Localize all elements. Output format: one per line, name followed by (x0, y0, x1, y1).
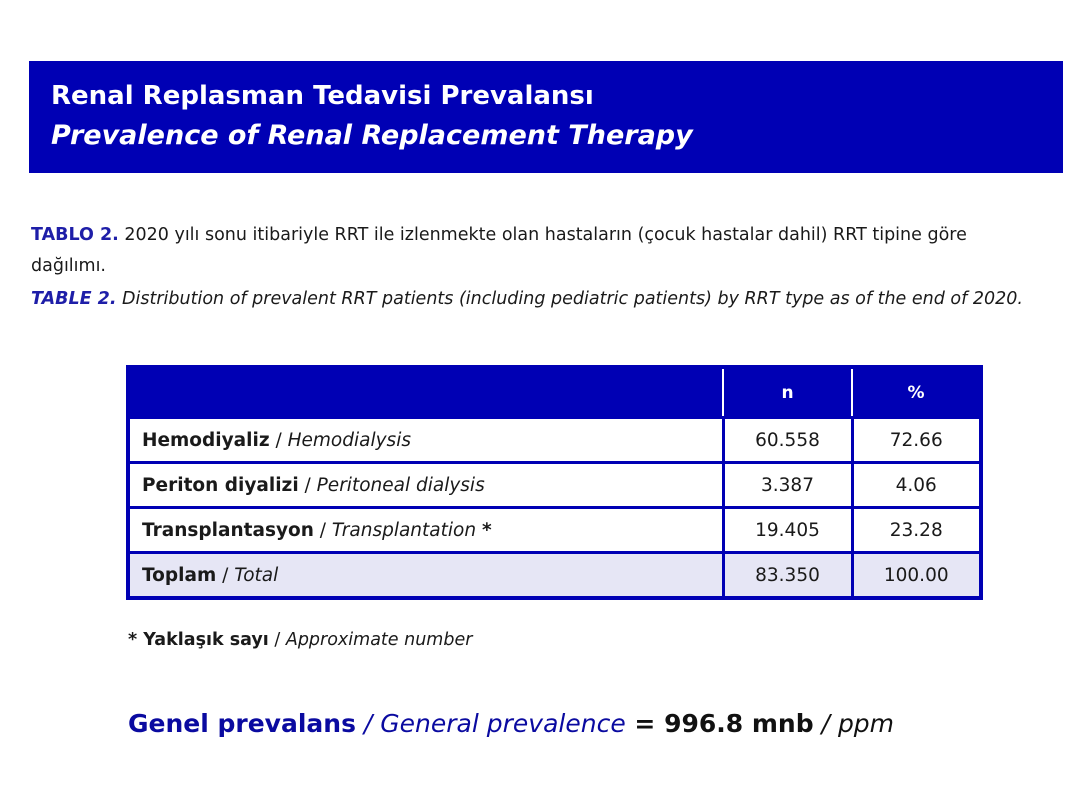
row-label-en: Total (234, 564, 279, 586)
row-label-en: Transplantation (331, 519, 477, 541)
table-caption-en: TABLE 2. Distribution of prevalent RRT p… (31, 284, 1041, 315)
caption-text-en: Distribution of prevalent RRT patients (… (116, 289, 1023, 309)
prevalence-value: 996.8 mnb (664, 709, 814, 738)
banner-title-tr: Renal Replasman Tedavisi Prevalansı (51, 81, 594, 111)
header-label-col (128, 367, 723, 418)
footnote: * Yaklaşık sayı / Approximate number (128, 630, 473, 650)
row-label: Periton diyalizi / Peritoneal dialysis (126, 461, 725, 509)
row-percent: 4.06 (850, 461, 983, 509)
table-row-total: Toplam / Total 83.350 100.00 (126, 551, 983, 600)
caption-label-en: TABLE 2. (31, 289, 117, 309)
row-label-tr: Hemodiyaliz (142, 429, 270, 451)
row-label: Transplantasyon / Transplantation * (126, 506, 725, 554)
footnote-label-tr: * Yaklaşık sayı (128, 630, 269, 650)
row-percent: 72.66 (850, 416, 983, 464)
row-label: Toplam / Total (126, 551, 725, 600)
caption-label-tr: TABLO 2. (31, 225, 119, 245)
caption-text-tr: 2020 yılı sonu itibariyle RRT ile izlenm… (31, 225, 967, 276)
title-banner: Renal Replasman Tedavisi Prevalansı Prev… (29, 61, 1063, 173)
row-n: 3.387 (721, 461, 854, 509)
row-label-tr: Transplantasyon (142, 519, 314, 541)
table-row-peritoneal: Periton diyalizi / Peritoneal dialysis 3… (126, 461, 983, 509)
prevalence-unit: ppm (837, 709, 895, 738)
row-label-en: Hemodialysis (287, 429, 411, 451)
row-label: Hemodiyaliz / Hemodialysis (126, 416, 725, 464)
header-percent: % (851, 367, 981, 418)
row-n: 60.558 (721, 416, 854, 464)
general-prevalence: Genel prevalans / General prevalence = 9… (128, 709, 895, 738)
table-header-row: n % (128, 367, 981, 418)
row-label-tr: Toplam (142, 564, 217, 586)
row-label-tr: Periton diyalizi (142, 474, 299, 496)
row-percent: 23.28 (850, 506, 983, 554)
approx-mark: * (481, 519, 492, 541)
row-n: 83.350 (721, 551, 854, 600)
footnote-label-en: Approximate number (285, 630, 473, 650)
row-n: 19.405 (721, 506, 854, 554)
table-row-transplantation: Transplantasyon / Transplantation * 19.4… (126, 506, 983, 554)
banner-title-en: Prevalence of Renal Replacement Therapy (51, 120, 693, 151)
header-n: n (722, 367, 852, 418)
row-percent: 100.00 (850, 551, 983, 600)
prevalence-label-en: General prevalence (380, 709, 626, 738)
row-label-en: Peritoneal dialysis (316, 474, 485, 496)
prevalence-label-tr: Genel prevalans (128, 709, 356, 738)
table-row-hemodialysis: Hemodiyaliz / Hemodialysis 60.558 72.66 (126, 416, 983, 464)
rrt-table: n % Hemodiyaliz / Hemodialysis 60.558 72… (126, 365, 983, 600)
table-caption-tr: TABLO 2. 2020 yılı sonu itibariyle RRT i… (31, 220, 1041, 282)
